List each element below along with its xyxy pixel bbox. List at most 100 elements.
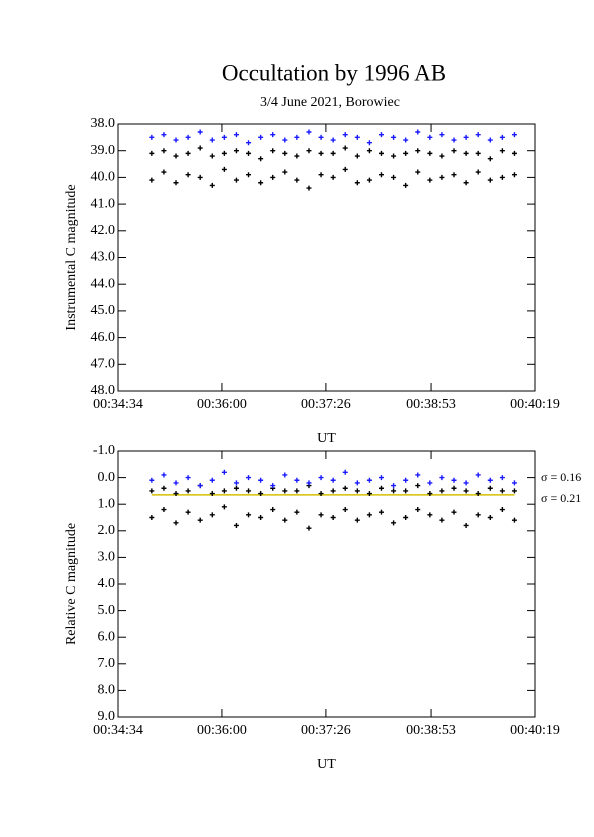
point [294,134,300,140]
x-axis-label: UT [317,757,336,772]
y-tick-label: 1.0 [98,496,116,511]
point [282,150,288,156]
point [499,148,505,154]
point [246,172,252,178]
point [270,148,276,154]
point [487,485,493,491]
point [209,512,215,518]
point [318,491,324,497]
point [499,488,505,494]
point [233,177,239,183]
point [246,512,252,518]
point [439,153,445,159]
point [258,515,264,520]
point [342,166,348,172]
point [487,515,493,520]
x-tick-label: 00:34:34 [93,723,143,738]
point [378,509,384,515]
point [318,150,324,156]
point [246,475,252,481]
point [270,507,276,513]
point [511,132,517,138]
point [403,477,409,483]
point [342,485,348,491]
point [318,512,324,518]
point [378,172,384,178]
y-tick-label: 4.0 [98,576,116,591]
point [475,150,481,156]
point [282,488,288,494]
point [499,134,505,140]
point [403,515,409,520]
x-tick-label: 00:38:53 [406,397,456,412]
y-axis-label: Instrumental C magnitude [64,184,79,330]
point [270,483,276,489]
point [306,148,312,154]
x-tick-label: 00:37:26 [301,397,351,412]
point [403,488,409,494]
point [499,475,505,481]
point [415,507,421,513]
plot-frame [117,123,536,392]
point [258,180,264,186]
point [475,169,481,175]
point [246,488,252,494]
point [354,153,360,159]
point [499,174,505,180]
point [354,180,360,186]
point [354,517,360,523]
point [511,488,517,494]
point [330,150,336,156]
point [318,134,324,140]
point [451,172,457,178]
point [221,134,227,140]
point [282,169,288,175]
point [209,477,215,483]
point [330,174,336,180]
point [185,134,191,140]
x-tick-label: 00:37:26 [301,723,351,738]
point [511,480,517,486]
point [427,512,433,518]
y-tick-label: 44.0 [91,276,116,291]
point [197,145,203,151]
point [282,137,288,143]
y-tick-label: 5.0 [98,603,116,618]
x-tick-label: 00:34:34 [93,397,143,412]
point [306,480,312,486]
y-tick-label: 47.0 [91,357,116,372]
point [270,132,276,138]
point [511,172,517,178]
point [378,485,384,491]
point [366,177,372,183]
point [439,475,445,481]
point [354,488,360,494]
point [330,515,336,520]
y-tick-label: 46.0 [91,330,116,345]
point [427,150,433,156]
point [233,522,239,528]
point [475,512,481,518]
point [318,475,324,481]
point [221,469,227,475]
point [475,472,481,478]
point [221,504,227,510]
point [342,469,348,475]
point [294,177,300,183]
point [221,488,227,494]
point [415,483,421,489]
annotation: σ = 0.21 [541,491,581,505]
point [246,150,252,156]
point [258,156,264,162]
x-tick-label: 00:38:53 [406,723,456,738]
y-tick-label: 2.0 [98,523,116,538]
point [403,182,409,188]
point [161,132,167,138]
point [366,512,372,518]
point [173,480,179,486]
x-axis-label: UT [317,431,336,446]
point [258,491,264,497]
point [342,507,348,513]
point [511,150,517,156]
point [487,156,493,162]
